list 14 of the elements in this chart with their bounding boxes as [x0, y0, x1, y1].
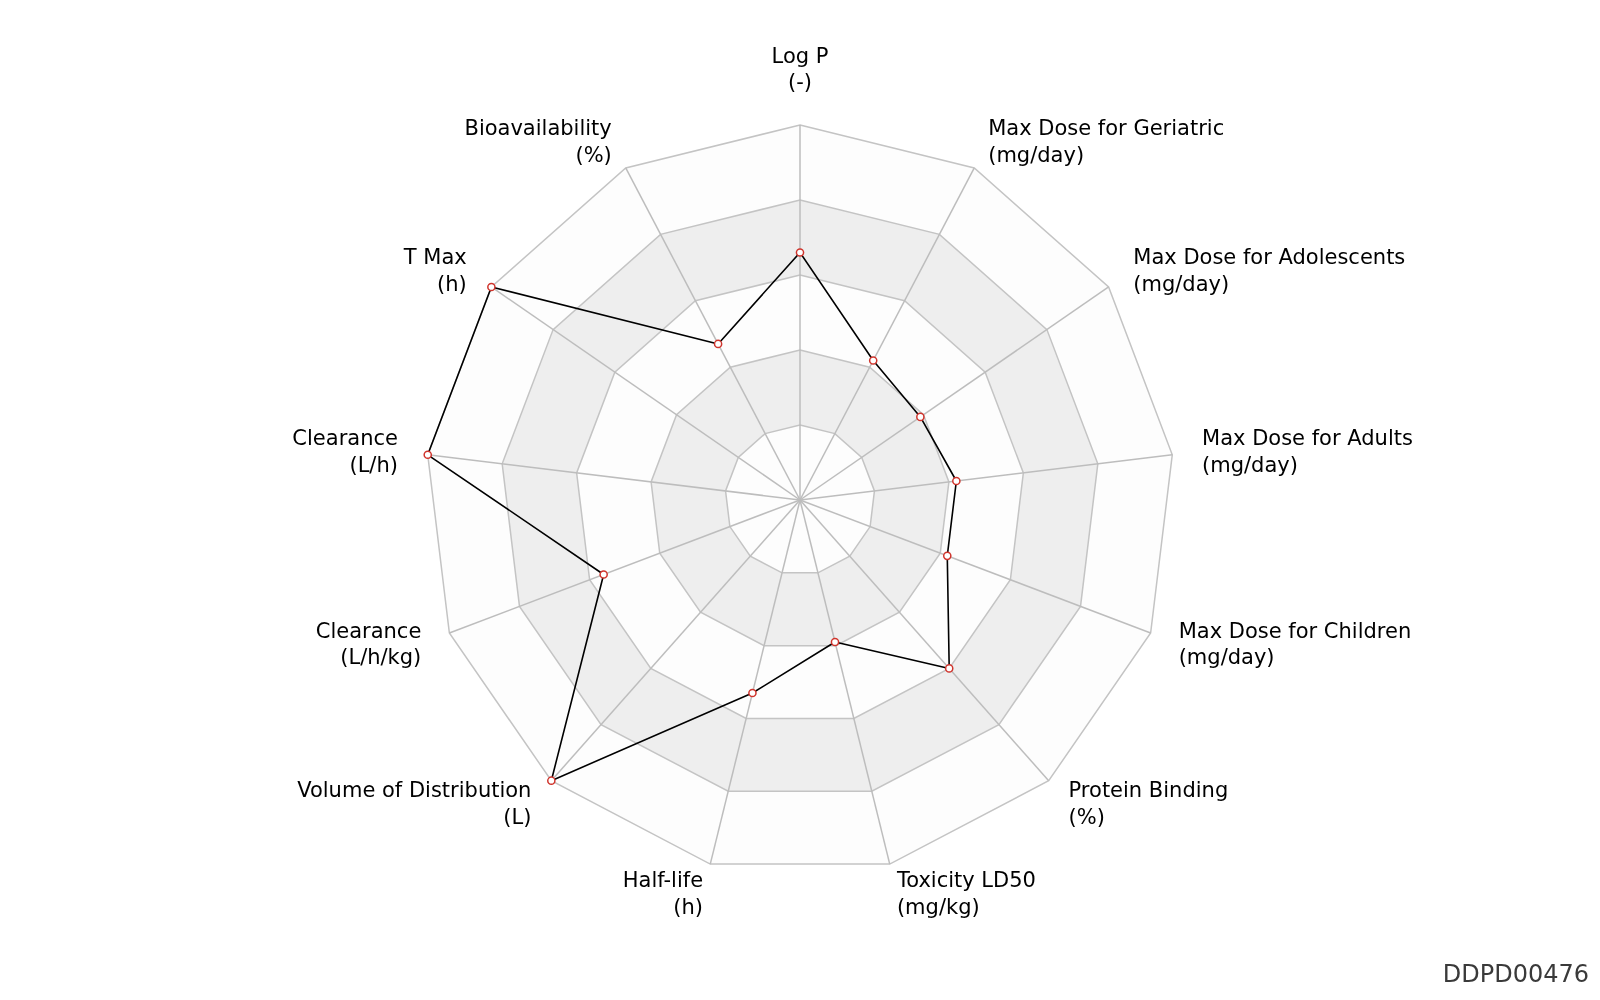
spoke-label: Log P (-) — [771, 43, 829, 95]
spoke-label: Clearance (L/h/kg) — [315, 618, 422, 670]
spoke-label: Bioavailability (%) — [464, 116, 612, 167]
spoke-label: Toxicity LD50 (mg/kg) — [895, 868, 1036, 919]
spoke-label: Max Dose for Adults (mg/day) — [1202, 426, 1413, 477]
spoke-label: Max Dose for Children (mg/day) — [1178, 618, 1412, 670]
spoke-label: Max Dose for Geriatric (mg/day) — [988, 116, 1225, 167]
spoke-label: Clearance (L/h) — [292, 426, 398, 477]
spoke-label: T Max (h) — [402, 245, 467, 296]
spoke-label: Half-life (h) — [622, 868, 704, 919]
spoke-label: Protein Binding (%) — [1068, 778, 1229, 829]
spoke-label: Max Dose for Adolescents (mg/day) — [1133, 245, 1406, 296]
spoke-label: Volume of Distribution (L) — [297, 778, 532, 829]
text: DDPD00476 — [1442, 960, 1589, 989]
